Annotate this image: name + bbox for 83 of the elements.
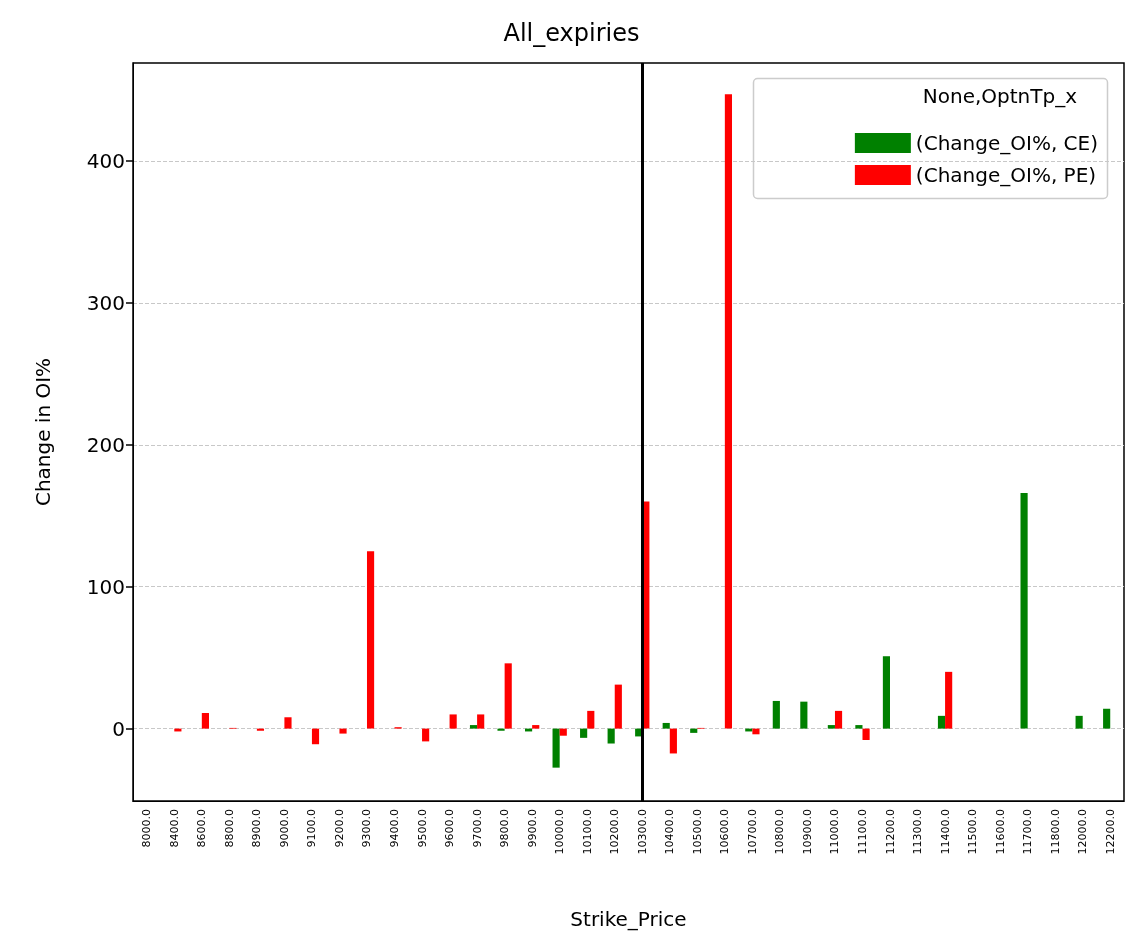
- bar: [690, 728, 698, 733]
- bar: [497, 728, 505, 731]
- x-tick-label: 8600.0: [195, 809, 209, 848]
- x-tick-label: 11200.0: [883, 809, 897, 855]
- bar: [862, 728, 870, 740]
- x-tick-label: 9300.0: [360, 809, 374, 848]
- x-tick-label: 9100.0: [305, 809, 319, 848]
- x-tick-label: 10900.0: [800, 809, 814, 855]
- bar: [800, 701, 808, 729]
- x-tick-label: 10000.0: [553, 809, 567, 855]
- bar: [662, 722, 670, 729]
- x-tick-label: 9500.0: [415, 809, 429, 848]
- chart-title: All_expiries: [503, 19, 640, 47]
- x-tick-label: 8900.0: [250, 809, 264, 848]
- bar: [945, 671, 953, 729]
- legend-label: (Change_OI%, CE): [915, 131, 1098, 155]
- bar: [256, 728, 265, 731]
- x-tick-label: 12000.0: [1076, 809, 1090, 855]
- x-tick-label: 10600.0: [718, 809, 732, 855]
- bar: [469, 725, 478, 729]
- x-tick-label: 11800.0: [1048, 809, 1062, 855]
- x-tick-label: 11100.0: [855, 809, 869, 855]
- x-tick-label: 9900.0: [525, 809, 539, 848]
- x-tick-label: 8400.0: [167, 809, 181, 848]
- x-tick-label: 9200.0: [332, 809, 346, 848]
- bar: [614, 684, 622, 729]
- x-tick-label: 9700.0: [470, 809, 484, 848]
- bar: [201, 713, 209, 729]
- x-tick-label: 11400.0: [938, 809, 952, 855]
- bar: [607, 728, 615, 744]
- bar: [827, 725, 835, 729]
- x-tick-label: 9000.0: [277, 809, 291, 848]
- bar: [882, 656, 891, 729]
- y-tick-label: 300: [86, 290, 125, 315]
- x-axis-title: Strike_Price: [570, 907, 687, 931]
- bar: [772, 700, 780, 729]
- bar: [284, 717, 292, 729]
- x-tick-label: 10400.0: [663, 809, 677, 855]
- bar: [532, 725, 540, 729]
- legend-title: None,OptnTp_x: [922, 84, 1078, 108]
- bar: [559, 728, 567, 736]
- bar: [937, 715, 946, 729]
- x-tick-label: 10300.0: [635, 809, 649, 855]
- x-tick-label: 8800.0: [222, 809, 236, 848]
- bar: [477, 714, 485, 729]
- bar: [1020, 493, 1028, 729]
- y-tick-label: 100: [86, 574, 125, 599]
- x-tick-label: 10500.0: [690, 809, 704, 855]
- bar: [1103, 708, 1111, 729]
- x-tick-label: 10100.0: [580, 809, 594, 855]
- y-tick-label: 400: [86, 148, 125, 173]
- x-tick-label: 11300.0: [911, 809, 925, 855]
- x-tick-label: 9600.0: [443, 809, 457, 848]
- bar: [1075, 715, 1083, 729]
- y-axis-title: Change in OI%: [31, 357, 55, 507]
- x-tick-label: 8000.0: [140, 809, 154, 848]
- bar: [669, 728, 677, 754]
- bar: [339, 728, 347, 734]
- bar: [449, 714, 457, 729]
- bar: [724, 94, 732, 729]
- x-tick-label: 11000.0: [828, 809, 842, 855]
- x-tick-label: 9800.0: [498, 809, 512, 848]
- x-tick-label: 12200.0: [1103, 809, 1117, 855]
- bar: [855, 725, 863, 729]
- bar: [422, 728, 430, 742]
- bar: [504, 663, 512, 729]
- bar: [311, 728, 320, 745]
- y-tick-label: 0: [112, 716, 125, 741]
- x-tick-label: 10200.0: [608, 809, 622, 855]
- x-tick-label: 11700.0: [1021, 809, 1035, 855]
- bar: [366, 551, 375, 729]
- bar: [580, 728, 588, 738]
- bar: [552, 728, 560, 768]
- bar: [752, 728, 760, 735]
- legend-label: (Change_OI%, PE): [915, 163, 1097, 187]
- x-tick-label: 9400.0: [388, 809, 402, 848]
- y-tick-label: 200: [86, 432, 125, 457]
- x-tick-label: 11600.0: [993, 809, 1007, 855]
- bar: [587, 710, 595, 729]
- x-tick-label: 10800.0: [773, 809, 787, 855]
- x-tick-label: 11500.0: [966, 809, 980, 855]
- bar: [834, 710, 843, 729]
- x-tick-label: 10700.0: [745, 809, 759, 855]
